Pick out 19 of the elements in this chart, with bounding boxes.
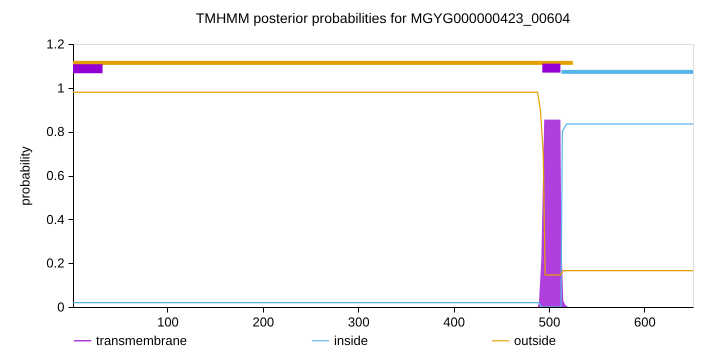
y-tick-label: 1 xyxy=(57,80,64,96)
line-series xyxy=(73,92,693,276)
y-tick-label: 0.2 xyxy=(46,256,64,271)
legend-label: outside xyxy=(514,332,556,348)
legend-label: transmembrane xyxy=(96,332,188,348)
chart-title: TMHMM posterior probabilities for MGYG000000423_00604 xyxy=(196,10,570,26)
y-tick-label: 0.6 xyxy=(46,168,64,183)
x-tick-label: 500 xyxy=(538,314,560,330)
x-tick-label: 100 xyxy=(157,314,179,330)
y-tick-label: 1.2 xyxy=(46,36,64,52)
x-tick-label: 300 xyxy=(348,314,370,330)
x-tick-label: 400 xyxy=(443,314,465,330)
x-tick-label: 600 xyxy=(634,314,656,330)
x-tick-label: 200 xyxy=(252,314,274,330)
y-tick-label: 0 xyxy=(57,300,64,314)
legend-label: inside xyxy=(334,332,368,348)
y-tick-label: 0.4 xyxy=(46,212,64,227)
y-tick-label: 0.8 xyxy=(46,124,64,140)
y-axis-title: probability xyxy=(17,146,32,206)
